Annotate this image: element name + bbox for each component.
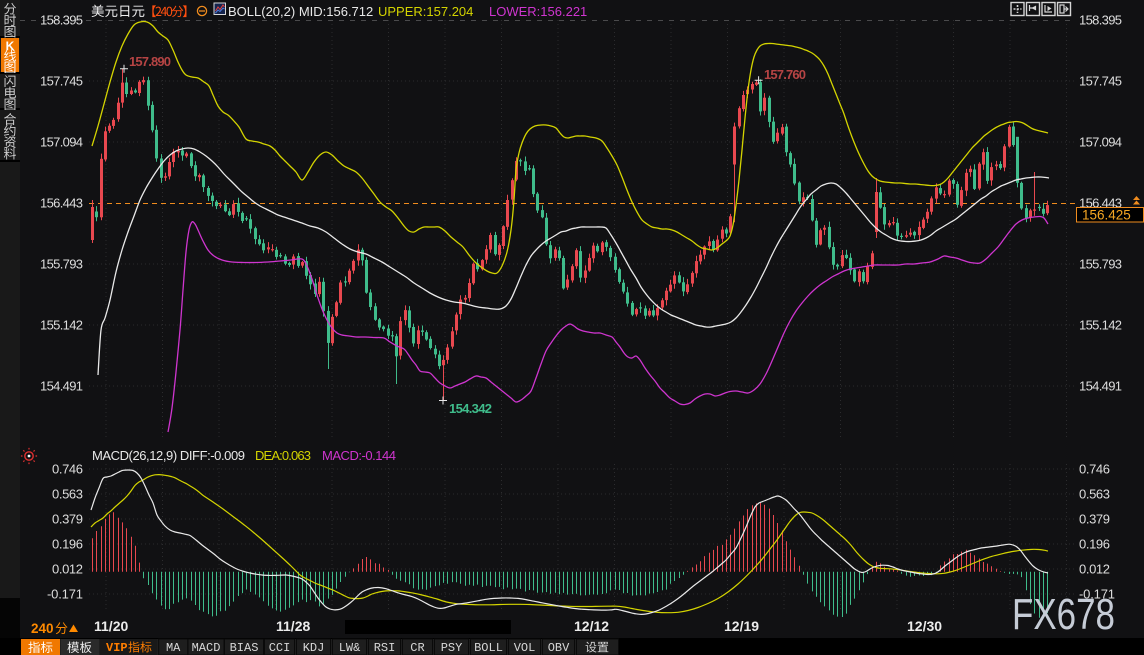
svg-text:0.746: 0.746	[1079, 462, 1110, 477]
svg-text:154.342: 154.342	[449, 401, 492, 416]
svg-text:157.760: 157.760	[764, 67, 806, 82]
svg-text:MA: MA	[166, 641, 181, 655]
svg-text:0.196: 0.196	[1079, 537, 1110, 552]
svg-text:CCI: CCI	[269, 641, 291, 655]
svg-text:0.196: 0.196	[52, 537, 83, 552]
svg-text:UPPER:157.204: UPPER:157.204	[378, 4, 473, 19]
svg-text:156.443: 156.443	[1079, 196, 1122, 211]
svg-text:DEA:0.063: DEA:0.063	[255, 448, 311, 463]
svg-text:156.425: 156.425	[1082, 208, 1131, 223]
svg-text:155.142: 155.142	[40, 318, 83, 333]
svg-text:154.491: 154.491	[1079, 379, 1122, 394]
svg-text:MACD:-0.144: MACD:-0.144	[322, 448, 396, 463]
svg-text:158.395: 158.395	[40, 13, 83, 28]
svg-text:K: K	[6, 39, 15, 53]
svg-text:155.793: 155.793	[40, 257, 83, 272]
svg-text:157.094: 157.094	[40, 135, 83, 150]
svg-text:CR: CR	[410, 641, 424, 655]
svg-text:158.395: 158.395	[1079, 13, 1122, 28]
svg-text:12/12: 12/12	[574, 618, 609, 634]
svg-text:BIAS: BIAS	[230, 641, 259, 655]
svg-text:-0.171: -0.171	[1079, 587, 1115, 602]
svg-text:0.746: 0.746	[52, 462, 83, 477]
svg-text:12/19: 12/19	[724, 618, 759, 634]
svg-text:240: 240	[31, 621, 54, 636]
svg-text:154.491: 154.491	[40, 379, 83, 394]
svg-text:0.563: 0.563	[1079, 487, 1110, 502]
svg-text:MACD(26,12,9) DIFF:-0.009: MACD(26,12,9) DIFF:-0.009	[92, 448, 245, 463]
svg-text:0.012: 0.012	[52, 562, 83, 577]
svg-text:RSI: RSI	[374, 641, 396, 655]
svg-text:157.745: 157.745	[1079, 74, 1122, 89]
svg-text:11/20: 11/20	[94, 618, 128, 634]
svg-text:VIP: VIP	[106, 641, 128, 655]
svg-text:BOLL: BOLL	[474, 641, 503, 655]
svg-text:OBV: OBV	[548, 641, 570, 655]
svg-text:0.012: 0.012	[1079, 562, 1110, 577]
svg-text:157.745: 157.745	[40, 74, 83, 89]
svg-text:BOLL(20,2) MID:156.712: BOLL(20,2) MID:156.712	[228, 4, 373, 19]
svg-text:12/30: 12/30	[907, 618, 942, 634]
svg-text:PSY: PSY	[441, 641, 463, 655]
svg-text:MACD: MACD	[192, 641, 221, 655]
svg-text:0.379: 0.379	[52, 512, 83, 527]
svg-text:FX678: FX678	[1012, 590, 1115, 639]
svg-text:0.379: 0.379	[1079, 512, 1110, 527]
svg-text:-0.171: -0.171	[47, 587, 83, 602]
svg-text:VOL: VOL	[514, 641, 536, 655]
svg-text:157.094: 157.094	[1079, 135, 1122, 150]
svg-text:LW&: LW&	[339, 641, 361, 655]
svg-text:155.793: 155.793	[1079, 257, 1122, 272]
svg-text:0.563: 0.563	[52, 487, 83, 502]
svg-text:156.443: 156.443	[40, 196, 83, 211]
svg-text:157.890: 157.890	[129, 54, 171, 69]
svg-text:155.142: 155.142	[1079, 318, 1122, 333]
svg-text:KDJ: KDJ	[303, 641, 325, 655]
svg-text:LOWER:156.221: LOWER:156.221	[489, 4, 587, 19]
svg-text:11/28: 11/28	[276, 618, 310, 634]
